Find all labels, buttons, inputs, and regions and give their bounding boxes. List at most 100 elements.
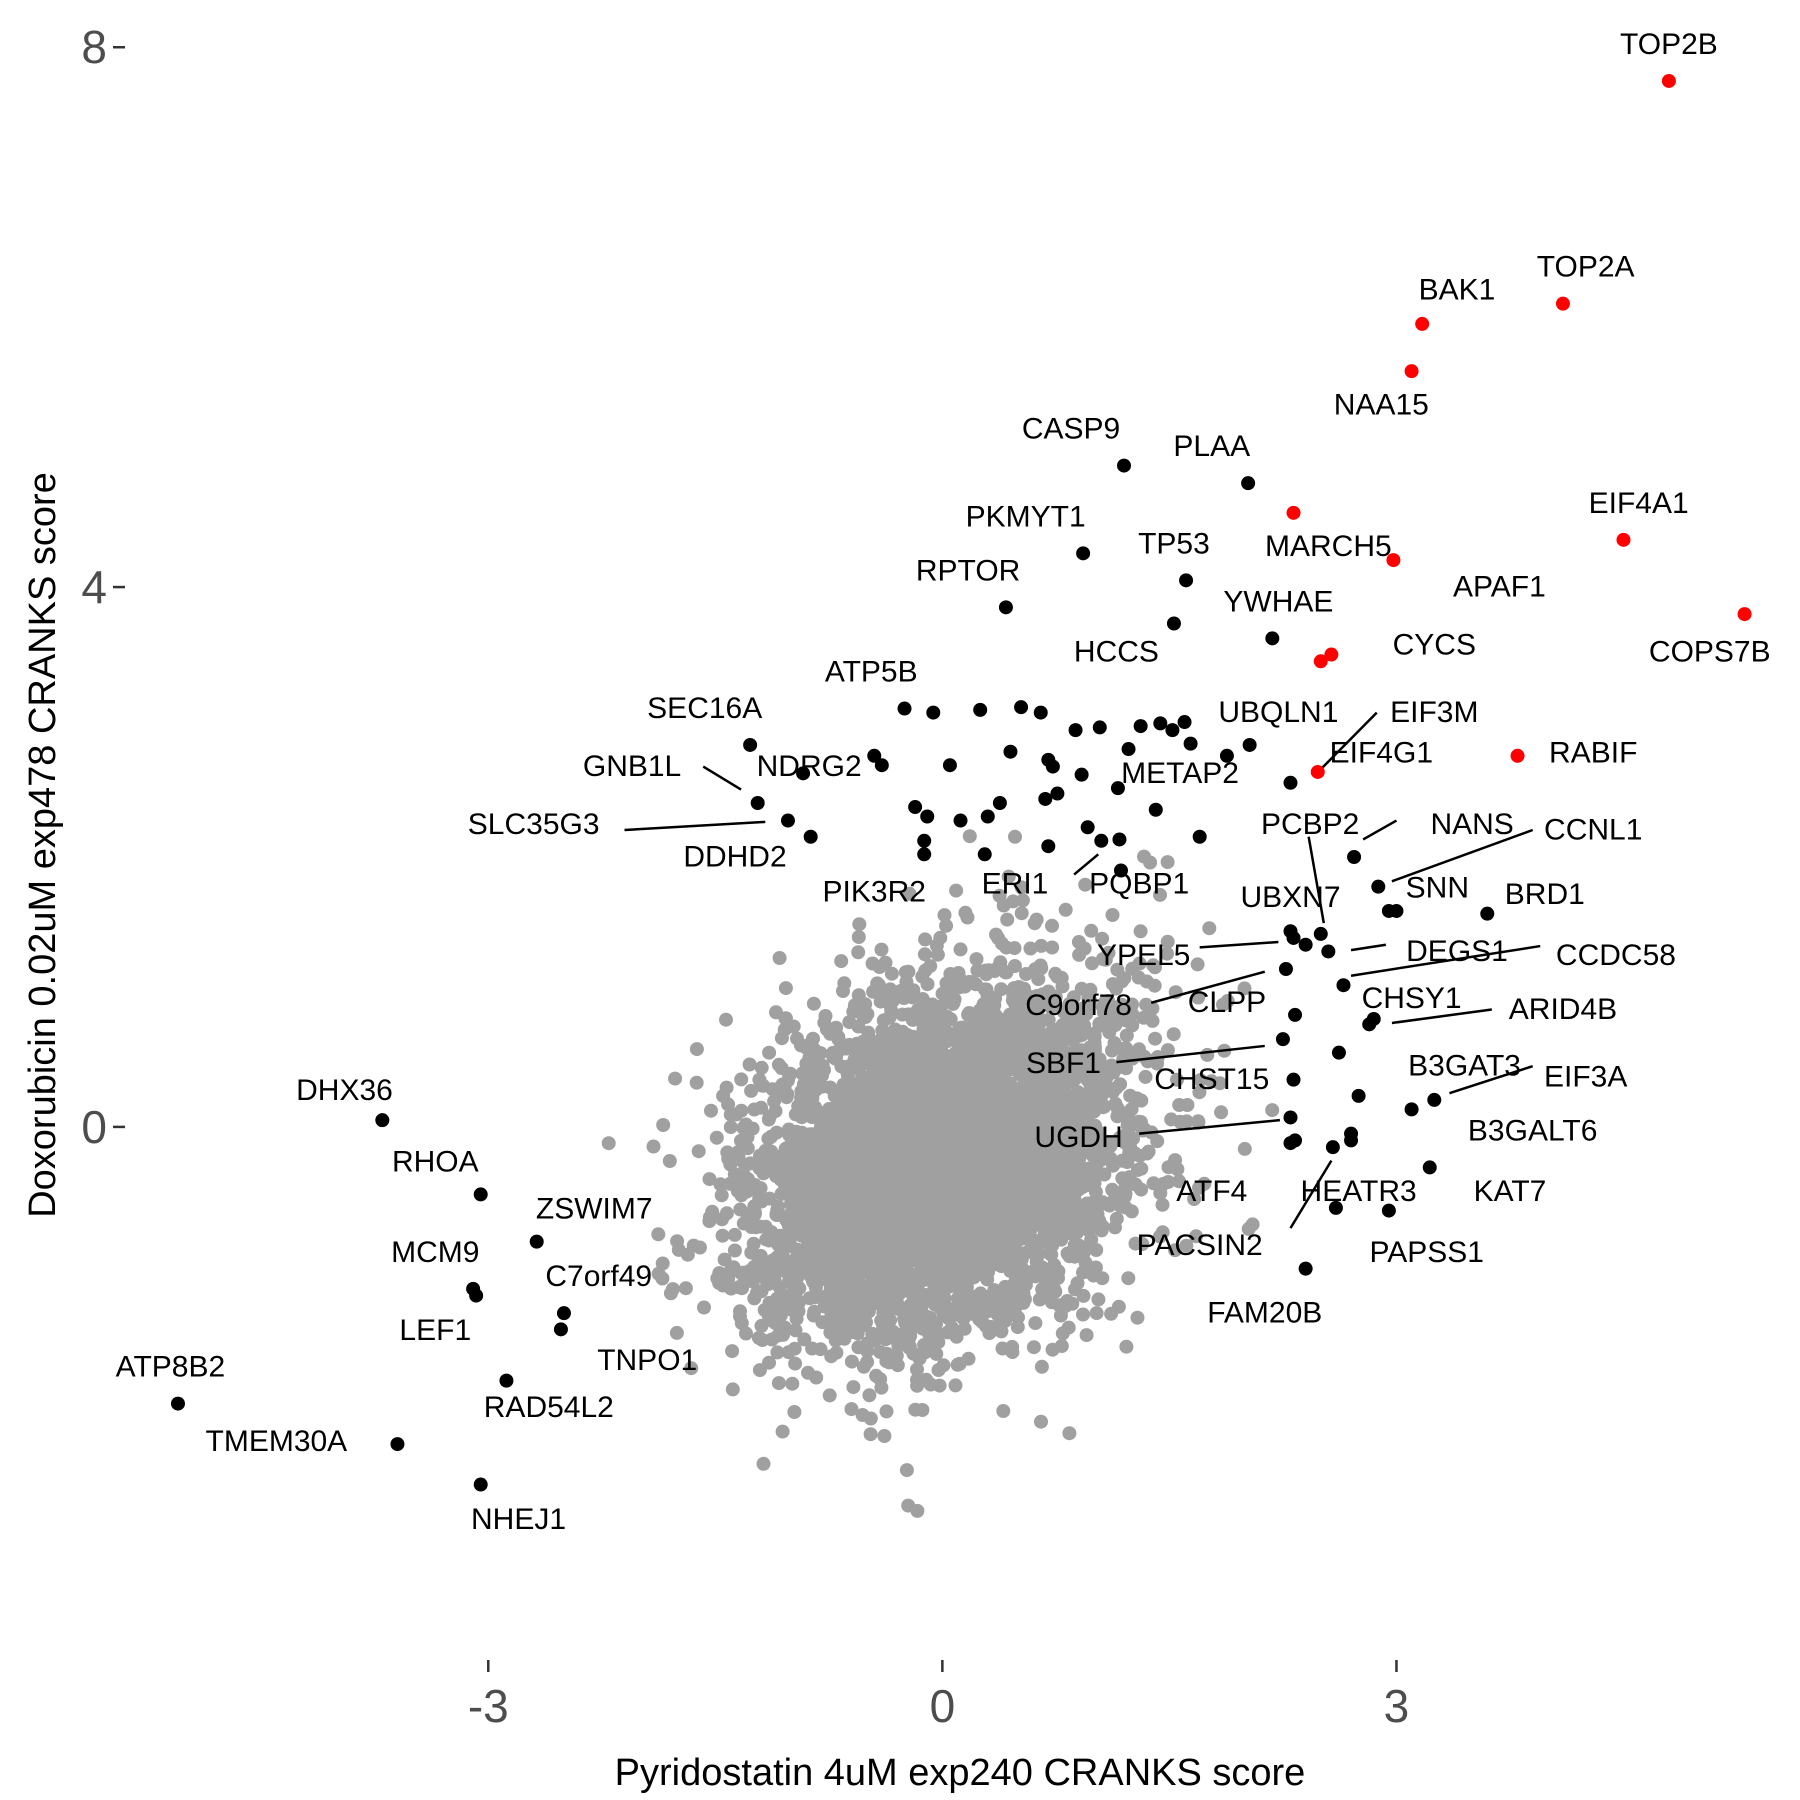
background-point [714, 1188, 729, 1203]
background-point [833, 1320, 848, 1334]
background-point [918, 963, 933, 978]
background-point [764, 1332, 779, 1347]
background-point [1068, 1282, 1082, 1297]
background-point [962, 1006, 977, 1020]
background-point [1087, 1029, 1102, 1044]
background-point [1143, 855, 1158, 870]
background-point [669, 1325, 684, 1340]
background-point [1034, 961, 1049, 976]
background-point [965, 1073, 980, 1087]
background-point [946, 995, 961, 1010]
background-point [1216, 997, 1230, 1012]
background-point [742, 1057, 757, 1072]
background-point [1023, 941, 1038, 956]
background-point [740, 1130, 755, 1145]
background-point [1040, 1231, 1055, 1246]
background-point [850, 1182, 865, 1197]
background-point [904, 1166, 918, 1181]
background-point [743, 1263, 758, 1278]
background-point [987, 1283, 1002, 1298]
background-point [1066, 1205, 1081, 1219]
background-point [747, 1199, 762, 1214]
background-point [898, 965, 913, 980]
background-point [982, 1082, 997, 1097]
background-point [829, 1345, 844, 1360]
background-point [915, 1272, 930, 1286]
background-point [803, 1192, 818, 1207]
background-point [924, 1109, 939, 1124]
background-point [1045, 940, 1060, 955]
background-point [1062, 1166, 1077, 1181]
background-point [888, 1266, 902, 1281]
background-point [1121, 1271, 1136, 1286]
background-point [871, 1230, 885, 1245]
background-point [941, 1239, 956, 1254]
background-point [991, 1237, 1006, 1252]
background-point [913, 1255, 928, 1270]
background-point [752, 1072, 767, 1087]
background-point [1006, 1307, 1021, 1322]
background-point [802, 1050, 817, 1065]
background-point [753, 1148, 767, 1163]
background-point [1124, 1102, 1139, 1117]
background-point [713, 1177, 728, 1192]
background-point [656, 1118, 671, 1132]
background-point [1028, 1316, 1043, 1331]
background-point [1029, 912, 1044, 927]
background-point [818, 1009, 833, 1023]
background-point [1166, 1027, 1181, 1042]
background-point [1014, 906, 1029, 921]
background-point [689, 1042, 704, 1057]
background-point [878, 955, 893, 970]
background-point [787, 1405, 802, 1419]
background-point [1017, 1292, 1032, 1307]
background-point [1190, 957, 1205, 972]
background-point [788, 1323, 803, 1338]
background-point [731, 1152, 746, 1167]
background-point [723, 1107, 738, 1122]
background-point [1038, 1198, 1053, 1213]
background-point [774, 1061, 789, 1076]
background-point [727, 1243, 742, 1258]
background-point [725, 1344, 740, 1359]
background-point [1138, 1069, 1153, 1084]
background-point [719, 1012, 733, 1027]
background-point [809, 1370, 824, 1385]
background-point [806, 996, 821, 1011]
background-point [806, 1031, 820, 1046]
background-point [976, 1062, 991, 1077]
background-point [756, 1456, 771, 1471]
background-point [764, 1144, 779, 1159]
background-point [1140, 1054, 1155, 1069]
background-point [892, 1177, 907, 1192]
background-point [1237, 981, 1252, 996]
background-point [727, 1227, 742, 1242]
background-point [651, 1266, 666, 1281]
background-point [941, 1301, 956, 1316]
background-point [1160, 946, 1174, 961]
background-point [754, 1100, 769, 1115]
background-point [1080, 1108, 1095, 1123]
background-points [601, 829, 1280, 1518]
background-point [1034, 1359, 1049, 1374]
background-point [873, 1372, 888, 1387]
background-point [910, 1372, 924, 1387]
background-point [773, 1308, 788, 1323]
background-point [1084, 1232, 1099, 1247]
background-point [837, 1331, 852, 1346]
background-point [907, 1081, 922, 1095]
background-point [1265, 1103, 1280, 1118]
background-point [705, 1204, 720, 1219]
background-point [899, 1463, 914, 1478]
background-point [663, 1286, 678, 1301]
background-point [998, 1279, 1013, 1294]
background-point [1098, 994, 1113, 1009]
background-point [1066, 990, 1081, 1005]
background-point [1123, 1173, 1138, 1188]
background-point [684, 1361, 699, 1376]
background-point [822, 1388, 837, 1403]
background-point [1172, 1174, 1187, 1189]
background-point [1110, 1187, 1125, 1202]
background-point [1078, 877, 1093, 892]
background-point [757, 1303, 772, 1317]
